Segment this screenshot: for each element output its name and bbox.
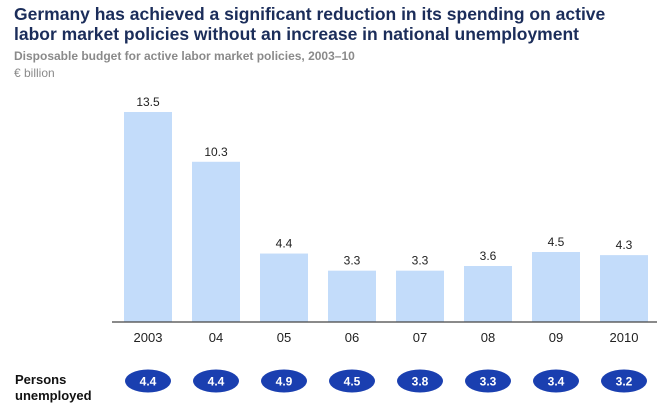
x-tick-label-08: 08 <box>481 330 495 345</box>
bar-07 <box>396 270 444 322</box>
data-label-05: 4.4 <box>276 237 293 251</box>
unemployed-badge-2010 <box>601 369 647 393</box>
unemployed-badge-09 <box>533 369 579 393</box>
unemployed-value-04: 4.4 <box>208 375 225 389</box>
unemployed-value-07: 3.8 <box>412 375 429 389</box>
bar-2010 <box>600 255 648 322</box>
chart-subtitle: Disposable budget for active labor marke… <box>14 49 355 63</box>
x-tick-label-2010: 2010 <box>610 330 639 345</box>
unemployed-value-05: 4.9 <box>276 375 293 389</box>
unemployed-value-2010: 3.2 <box>616 375 633 389</box>
bar-05 <box>260 253 308 322</box>
data-label-06: 3.3 <box>344 254 361 268</box>
unemployed-value-09: 3.4 <box>548 375 565 389</box>
x-tick-label-06: 06 <box>345 330 359 345</box>
x-tick-label-09: 09 <box>549 330 563 345</box>
data-label-09: 4.5 <box>548 235 565 249</box>
unemployed-badge-04 <box>193 369 239 393</box>
x-tick-label-2003: 2003 <box>134 330 163 345</box>
unemployed-badge-07 <box>397 369 443 393</box>
data-label-2010: 4.3 <box>616 238 633 252</box>
unemployed-badge-06 <box>329 369 375 393</box>
bar-09 <box>532 252 580 322</box>
bar-08 <box>464 266 512 322</box>
data-label-08: 3.6 <box>480 249 497 263</box>
x-tick-label-04: 04 <box>209 330 223 345</box>
data-label-2003: 13.5 <box>136 95 160 109</box>
unemployed-badge-08 <box>465 369 511 393</box>
x-tick-label-07: 07 <box>413 330 427 345</box>
data-label-07: 3.3 <box>412 254 429 268</box>
persons-unemployed-label: Persons unemployed <box>15 372 92 403</box>
data-label-04: 10.3 <box>204 145 228 159</box>
unemployed-value-2003: 4.4 <box>140 375 157 389</box>
x-tick-label-05: 05 <box>277 330 291 345</box>
unemployed-badge-2003 <box>125 369 171 393</box>
unemployed-value-06: 4.5 <box>344 375 361 389</box>
unemployed-value-08: 3.3 <box>480 375 497 389</box>
chart-title: Germany has achieved a significant reduc… <box>14 4 606 44</box>
bar-2003 <box>124 112 172 322</box>
bar-04 <box>192 161 240 322</box>
unit-label: € billion <box>14 66 55 80</box>
bar-06 <box>328 270 376 322</box>
unemployed-badge-05 <box>261 369 307 393</box>
